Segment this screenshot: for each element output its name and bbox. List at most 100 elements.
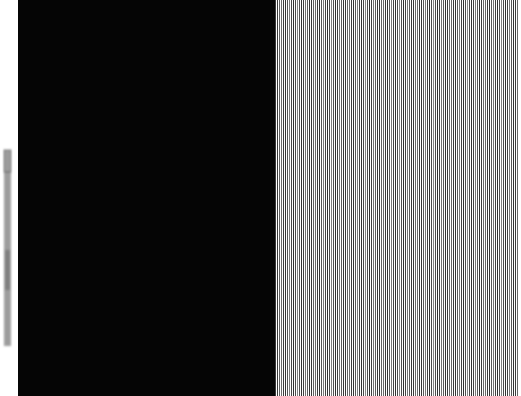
- stripe-line: [371, 0, 372, 396]
- stripe-line: [495, 0, 496, 396]
- stripe-line: [479, 0, 480, 396]
- stripe-line: [509, 0, 510, 396]
- stripe-line: [333, 0, 334, 396]
- stripe-line: [339, 0, 340, 396]
- stripe-line: [381, 0, 382, 396]
- stripe-line: [465, 0, 466, 396]
- stripe-line: [427, 0, 428, 396]
- stripe-line: [367, 0, 368, 396]
- stripe-line: [341, 0, 342, 396]
- stripe-line: [309, 0, 310, 396]
- stripe-line: [503, 0, 504, 396]
- stripe-line: [507, 0, 508, 396]
- stripe-line: [391, 0, 392, 396]
- stripe-line: [275, 0, 276, 396]
- stripe-line: [513, 0, 514, 396]
- stripe-line: [425, 0, 426, 396]
- stripe-line: [413, 0, 414, 396]
- stripe-line: [501, 0, 502, 396]
- stripe-line: [363, 0, 364, 396]
- stripe-line: [359, 0, 360, 396]
- stripe-line: [353, 0, 354, 396]
- stripe-line: [299, 0, 300, 396]
- stripe-line: [321, 0, 322, 396]
- stripe-line: [459, 0, 460, 396]
- stripe-line: [461, 0, 462, 396]
- stripe-line: [467, 0, 468, 396]
- stripe-line: [483, 0, 484, 396]
- stripe-line: [515, 0, 516, 396]
- stripe-line: [349, 0, 350, 396]
- stripe-line: [389, 0, 390, 396]
- stripe-line: [505, 0, 506, 396]
- stripe-line: [445, 0, 446, 396]
- stripe-line: [395, 0, 396, 396]
- stripe-line: [457, 0, 458, 396]
- stripe-line: [489, 0, 490, 396]
- stripe-line: [431, 0, 432, 396]
- stripe-line: [347, 0, 348, 396]
- stripe-line: [301, 0, 302, 396]
- stripe-line: [303, 0, 304, 396]
- stripe-line: [277, 0, 278, 396]
- stripe-line: [285, 0, 286, 396]
- stripe-line: [377, 0, 378, 396]
- stripe-line: [385, 0, 386, 396]
- stripe-line: [401, 0, 402, 396]
- stripe-line: [319, 0, 320, 396]
- stripe-line: [331, 0, 332, 396]
- stripe-line: [485, 0, 486, 396]
- stripe-line: [399, 0, 400, 396]
- stripe-line: [499, 0, 500, 396]
- stripe-line: [373, 0, 374, 396]
- stripe-line: [421, 0, 422, 396]
- stripe-line: [517, 0, 518, 396]
- stripe-line: [511, 0, 512, 396]
- stripe-line: [357, 0, 358, 396]
- stripe-line: [379, 0, 380, 396]
- stripe-line: [435, 0, 436, 396]
- stripe-line: [329, 0, 330, 396]
- stripe-line: [291, 0, 292, 396]
- stripe-line: [295, 0, 296, 396]
- stripe-line: [383, 0, 384, 396]
- stripe-line: [311, 0, 312, 396]
- stripe-line: [469, 0, 470, 396]
- stripe-line: [491, 0, 492, 396]
- stripe-line: [477, 0, 478, 396]
- stripe-line: [325, 0, 326, 396]
- stripe-line: [417, 0, 418, 396]
- stripe-line: [449, 0, 450, 396]
- rotated-margin-text-mark: [3, 149, 12, 346]
- stripe-line: [415, 0, 416, 396]
- stripe-line: [471, 0, 472, 396]
- stripe-line: [287, 0, 288, 396]
- stripe-line: [307, 0, 308, 396]
- stripe-line: [433, 0, 434, 396]
- stripe-line: [279, 0, 280, 396]
- stripe-line: [405, 0, 406, 396]
- stripe-line: [387, 0, 388, 396]
- stripe-line: [397, 0, 398, 396]
- stripe-line: [283, 0, 284, 396]
- stripe-line: [481, 0, 482, 396]
- stripe-line: [289, 0, 290, 396]
- stripe-line: [361, 0, 362, 396]
- stripe-line: [293, 0, 294, 396]
- stripe-line: [407, 0, 408, 396]
- stripe-line: [323, 0, 324, 396]
- stripe-line: [313, 0, 314, 396]
- stripe-line: [365, 0, 366, 396]
- stripe-line: [337, 0, 338, 396]
- stripe-line: [335, 0, 336, 396]
- stripe-line: [437, 0, 438, 396]
- stripe-line: [351, 0, 352, 396]
- stripe-line: [345, 0, 346, 396]
- stripe-line: [317, 0, 318, 396]
- stripe-line: [355, 0, 356, 396]
- stripe-line: [411, 0, 412, 396]
- stripe-line: [315, 0, 316, 396]
- stripe-line: [473, 0, 474, 396]
